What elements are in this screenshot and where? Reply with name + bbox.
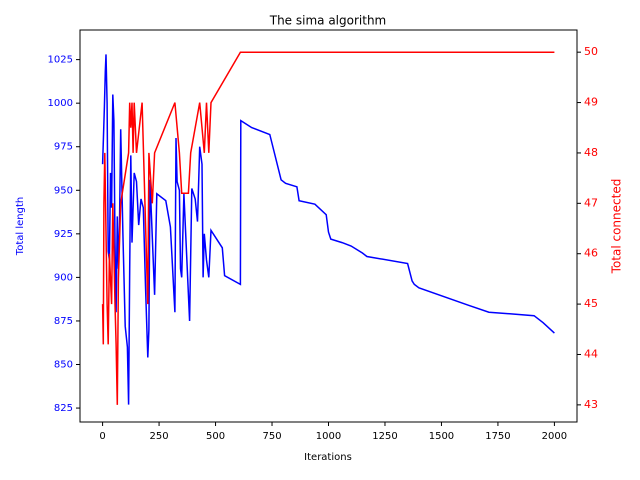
- x-tick-label: 250: [150, 431, 169, 442]
- y2-tick-label: 45: [584, 297, 598, 310]
- y2-tick-label: 44: [584, 347, 598, 360]
- y-tick-label: 950: [54, 185, 73, 196]
- x-tick-label: 2000: [542, 431, 567, 442]
- x-axis-label: Iterations: [304, 452, 352, 463]
- chart-title: The sima algorithm: [269, 14, 387, 28]
- y2-tick-label: 49: [584, 96, 598, 109]
- y-axis-label: Total length: [15, 197, 26, 256]
- y2-tick-label: 50: [584, 45, 598, 58]
- y-tick-label: 1000: [48, 98, 73, 109]
- x-tick-label: 1250: [372, 431, 397, 442]
- y2-axis-label: Total connected: [610, 179, 624, 275]
- x-tick-label: 1750: [485, 431, 510, 442]
- y-tick-label: 825: [54, 403, 73, 414]
- y-tick-label: 1025: [48, 55, 73, 66]
- x-tick-label: 0: [99, 431, 105, 442]
- data-line: [101, 54, 555, 405]
- x-tick-label: 1500: [429, 431, 454, 442]
- y-tick-label: 925: [54, 229, 73, 240]
- y2-tick-label: 47: [584, 196, 598, 209]
- y-tick-label: 975: [54, 142, 73, 153]
- y-tick-label: 875: [54, 316, 73, 327]
- plot-frame: [79, 29, 578, 423]
- y2-tick-label: 48: [584, 146, 598, 159]
- x-tick-label: 1000: [316, 431, 341, 442]
- y-tick-label: 900: [54, 272, 73, 283]
- x-tick-label: 500: [206, 431, 225, 442]
- y-tick-label: 850: [54, 360, 73, 371]
- data-line: [101, 51, 555, 405]
- y2-tick-label: 43: [584, 398, 598, 411]
- x-tick-label: 750: [262, 431, 281, 442]
- y2-tick-label: 46: [584, 247, 598, 260]
